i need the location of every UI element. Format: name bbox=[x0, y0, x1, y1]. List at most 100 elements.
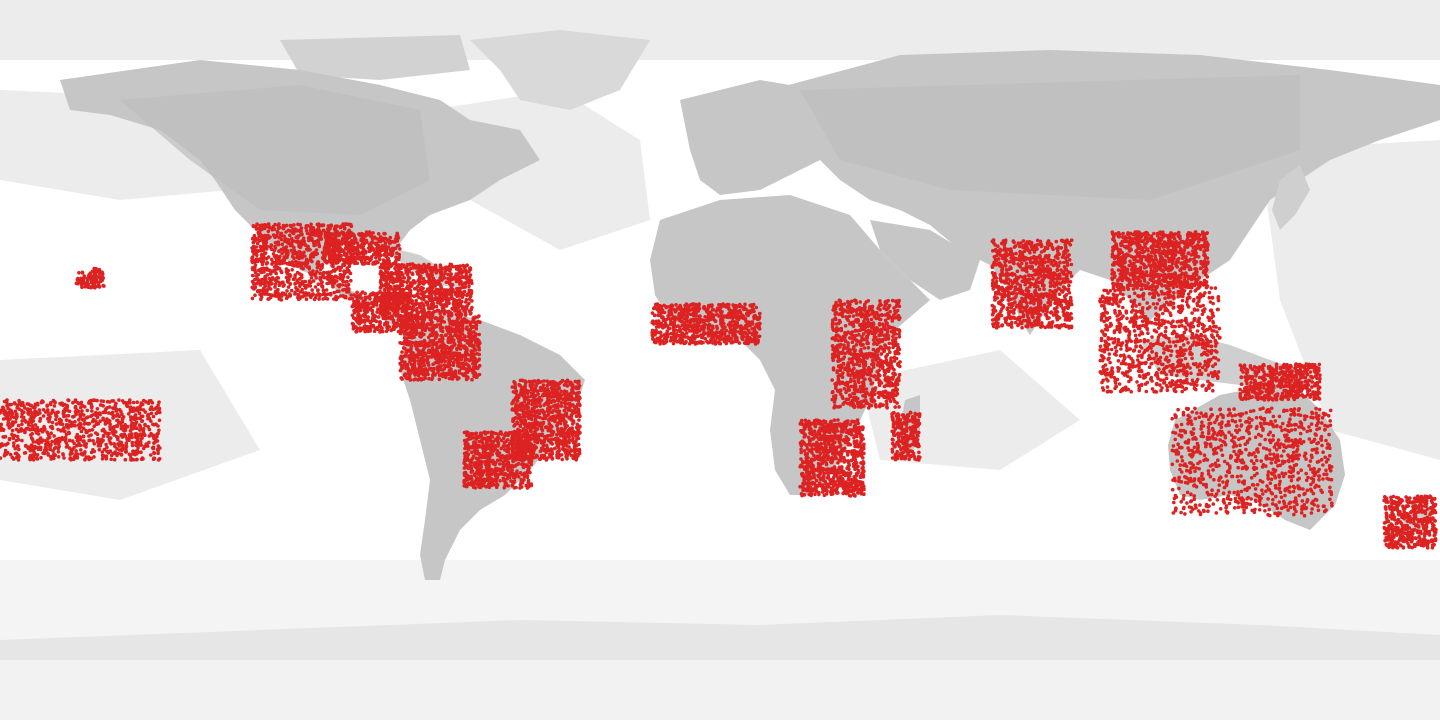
occurrence-point bbox=[532, 447, 537, 452]
occurrence-point bbox=[405, 327, 409, 332]
occurrence-point bbox=[538, 404, 543, 408]
occurrence-point bbox=[420, 343, 424, 347]
occurrence-point bbox=[363, 291, 367, 296]
occurrence-point bbox=[425, 300, 429, 305]
occurrence-point bbox=[467, 434, 471, 438]
occurrence-point bbox=[496, 458, 500, 463]
occurrence-point bbox=[356, 315, 360, 320]
occurrence-point bbox=[464, 280, 468, 285]
occurrence-point bbox=[343, 260, 347, 265]
occurrence-point bbox=[437, 377, 442, 382]
occurrence-point bbox=[434, 356, 438, 361]
occurrence-point bbox=[470, 367, 475, 372]
occurrence-point bbox=[520, 462, 524, 467]
occurrence-point bbox=[476, 366, 480, 370]
occurrence-point bbox=[297, 256, 301, 261]
occurrence-point bbox=[474, 478, 478, 483]
occurrence-point bbox=[457, 369, 462, 373]
occurrence-point bbox=[530, 444, 534, 449]
occurrence-point bbox=[379, 282, 384, 286]
occurrence-point bbox=[448, 267, 452, 272]
occurrence-point bbox=[344, 270, 349, 274]
occurrence-point bbox=[278, 254, 282, 259]
occurrence-point bbox=[351, 232, 356, 236]
occurrence-point bbox=[514, 431, 518, 436]
occurrence-point bbox=[250, 260, 255, 265]
occurrence-point bbox=[403, 311, 408, 315]
occurrence-point bbox=[466, 328, 470, 332]
occurrence-point bbox=[574, 386, 579, 391]
occurrence-point bbox=[515, 420, 519, 424]
occurrence-point bbox=[512, 407, 517, 412]
occurrence-point bbox=[569, 453, 574, 458]
occurrence-point bbox=[434, 360, 439, 365]
occurrence-point bbox=[519, 455, 523, 459]
occurrence-point bbox=[388, 264, 393, 269]
occurrence-point bbox=[552, 399, 557, 404]
occurrence-point bbox=[527, 460, 531, 464]
occurrence-point bbox=[540, 428, 545, 433]
occurrence-point bbox=[405, 364, 410, 369]
occurrence-point bbox=[346, 282, 351, 287]
occurrence-point bbox=[558, 380, 562, 385]
occurrence-point bbox=[487, 462, 491, 467]
occurrence-point bbox=[397, 255, 402, 259]
occurrence-point bbox=[353, 261, 358, 265]
occurrence-point bbox=[438, 263, 443, 268]
occurrence-point bbox=[381, 238, 386, 243]
occurrence-point bbox=[451, 277, 455, 281]
occurrence-point bbox=[531, 402, 536, 406]
occurrence-point bbox=[423, 290, 428, 294]
occurrence-point bbox=[288, 273, 292, 277]
occurrence-point bbox=[265, 244, 270, 249]
occurrence-point bbox=[545, 400, 549, 405]
occurrence-point bbox=[258, 248, 263, 253]
occurrence-point bbox=[426, 262, 431, 267]
occurrence-point bbox=[359, 238, 363, 243]
occurrence-point bbox=[389, 250, 394, 254]
occurrence-point bbox=[331, 285, 335, 289]
occurrence-point bbox=[473, 461, 478, 465]
occurrence-point bbox=[414, 298, 419, 303]
occurrence-point bbox=[469, 474, 474, 479]
occurrence-point bbox=[384, 270, 388, 275]
occurrence-point bbox=[371, 248, 376, 252]
occurrence-point bbox=[430, 326, 435, 330]
occurrence-point bbox=[558, 439, 562, 444]
occurrence-point bbox=[574, 448, 579, 452]
occurrence-point bbox=[410, 362, 414, 367]
occurrence-point bbox=[557, 446, 561, 450]
occurrence-point bbox=[259, 252, 264, 257]
occurrence-point bbox=[266, 268, 270, 272]
occurrence-point bbox=[540, 408, 545, 413]
occurrence-point bbox=[379, 298, 383, 302]
occurrence-point bbox=[318, 271, 322, 276]
occurrence-point bbox=[541, 420, 546, 425]
occurrence-point bbox=[331, 252, 336, 256]
occurrence-point bbox=[286, 228, 291, 233]
occurrence-point bbox=[549, 440, 553, 445]
occurrence-point bbox=[382, 231, 386, 236]
occurrence-point bbox=[440, 358, 444, 363]
occurrence-point bbox=[387, 274, 392, 279]
occurrence-point bbox=[442, 366, 447, 371]
occurrence-point bbox=[477, 472, 482, 477]
occurrence-point bbox=[310, 238, 314, 243]
occurrence-point bbox=[512, 486, 517, 490]
occurrence-point bbox=[276, 287, 280, 292]
occurrence-point bbox=[462, 457, 467, 462]
occurrence-point bbox=[556, 427, 560, 431]
occurrence-point bbox=[386, 295, 390, 299]
occurrence-point bbox=[379, 303, 383, 307]
occurrence-point bbox=[354, 330, 359, 334]
occurrence-point bbox=[478, 476, 483, 481]
occurrence-point bbox=[458, 334, 463, 339]
occurrence-point bbox=[417, 350, 421, 354]
occurrence-point bbox=[337, 289, 341, 294]
occurrence-point bbox=[505, 449, 509, 454]
occurrence-point bbox=[530, 406, 535, 411]
occurrence-point bbox=[518, 424, 523, 429]
occurrence-point bbox=[520, 485, 524, 489]
occurrence-point bbox=[339, 254, 344, 258]
occurrence-point bbox=[430, 300, 435, 304]
